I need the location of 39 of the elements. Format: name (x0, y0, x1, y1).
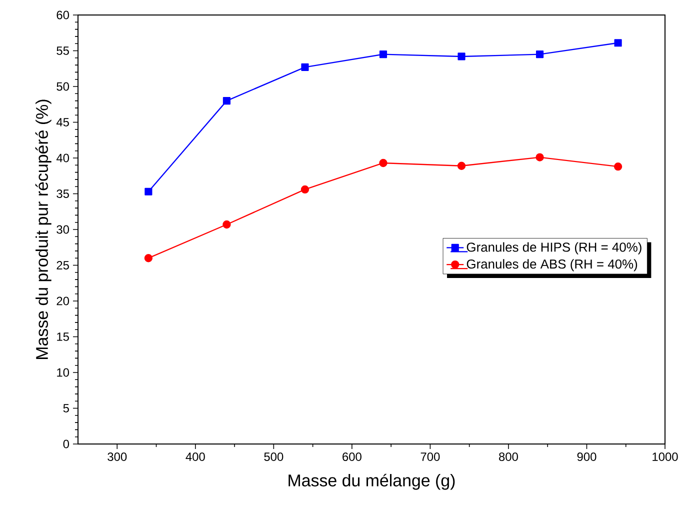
y-tick-label: 25 (56, 261, 69, 270)
point (614, 162, 622, 171)
point (301, 63, 309, 71)
y-tick-label: 45 (56, 118, 69, 126)
x-tick-label: 800 (499, 452, 518, 461)
y-tick-label: 15 (57, 332, 69, 341)
x-tick-label: 700 (420, 452, 440, 461)
x-tick-label: 300 (108, 452, 127, 461)
y-tick-label: 50 (56, 82, 70, 91)
legend-label: Granules de HIPS (RH = 40%) (466, 242, 642, 254)
point (458, 52, 466, 60)
point (222, 97, 230, 105)
point (144, 254, 153, 262)
point (536, 153, 544, 162)
y-tick-label: 20 (56, 296, 70, 306)
y-tick-label: 40 (56, 154, 70, 162)
x-tick-label: 900 (577, 452, 596, 461)
y-tick-label: 5 (63, 404, 69, 412)
point (457, 162, 466, 170)
x-tick-label: 500 (264, 452, 284, 461)
point (536, 50, 544, 58)
y-tick-label: 0 (63, 440, 70, 448)
y-axis-title: Masse du produit pur récupéré (%) (35, 100, 52, 359)
point (300, 185, 310, 194)
y-tick-label: 10 (57, 368, 70, 377)
y-tick-label: 30 (56, 225, 70, 234)
point (222, 220, 231, 229)
legend-label: Granules de ABS (RH = 40%) (466, 259, 638, 272)
x-tick-label: 600 (342, 452, 362, 461)
point (379, 50, 388, 58)
x-axis-title: Masse du mélange (g) (288, 474, 455, 490)
y-tick-label: 35 (56, 190, 69, 198)
point (379, 158, 388, 168)
point (144, 188, 152, 196)
point (614, 39, 622, 47)
y-tick-label: 55 (56, 46, 69, 55)
x-tick-label: 1000 (652, 452, 678, 461)
x-tick-label: 400 (186, 452, 205, 461)
y-tick-label: 60 (56, 10, 70, 20)
